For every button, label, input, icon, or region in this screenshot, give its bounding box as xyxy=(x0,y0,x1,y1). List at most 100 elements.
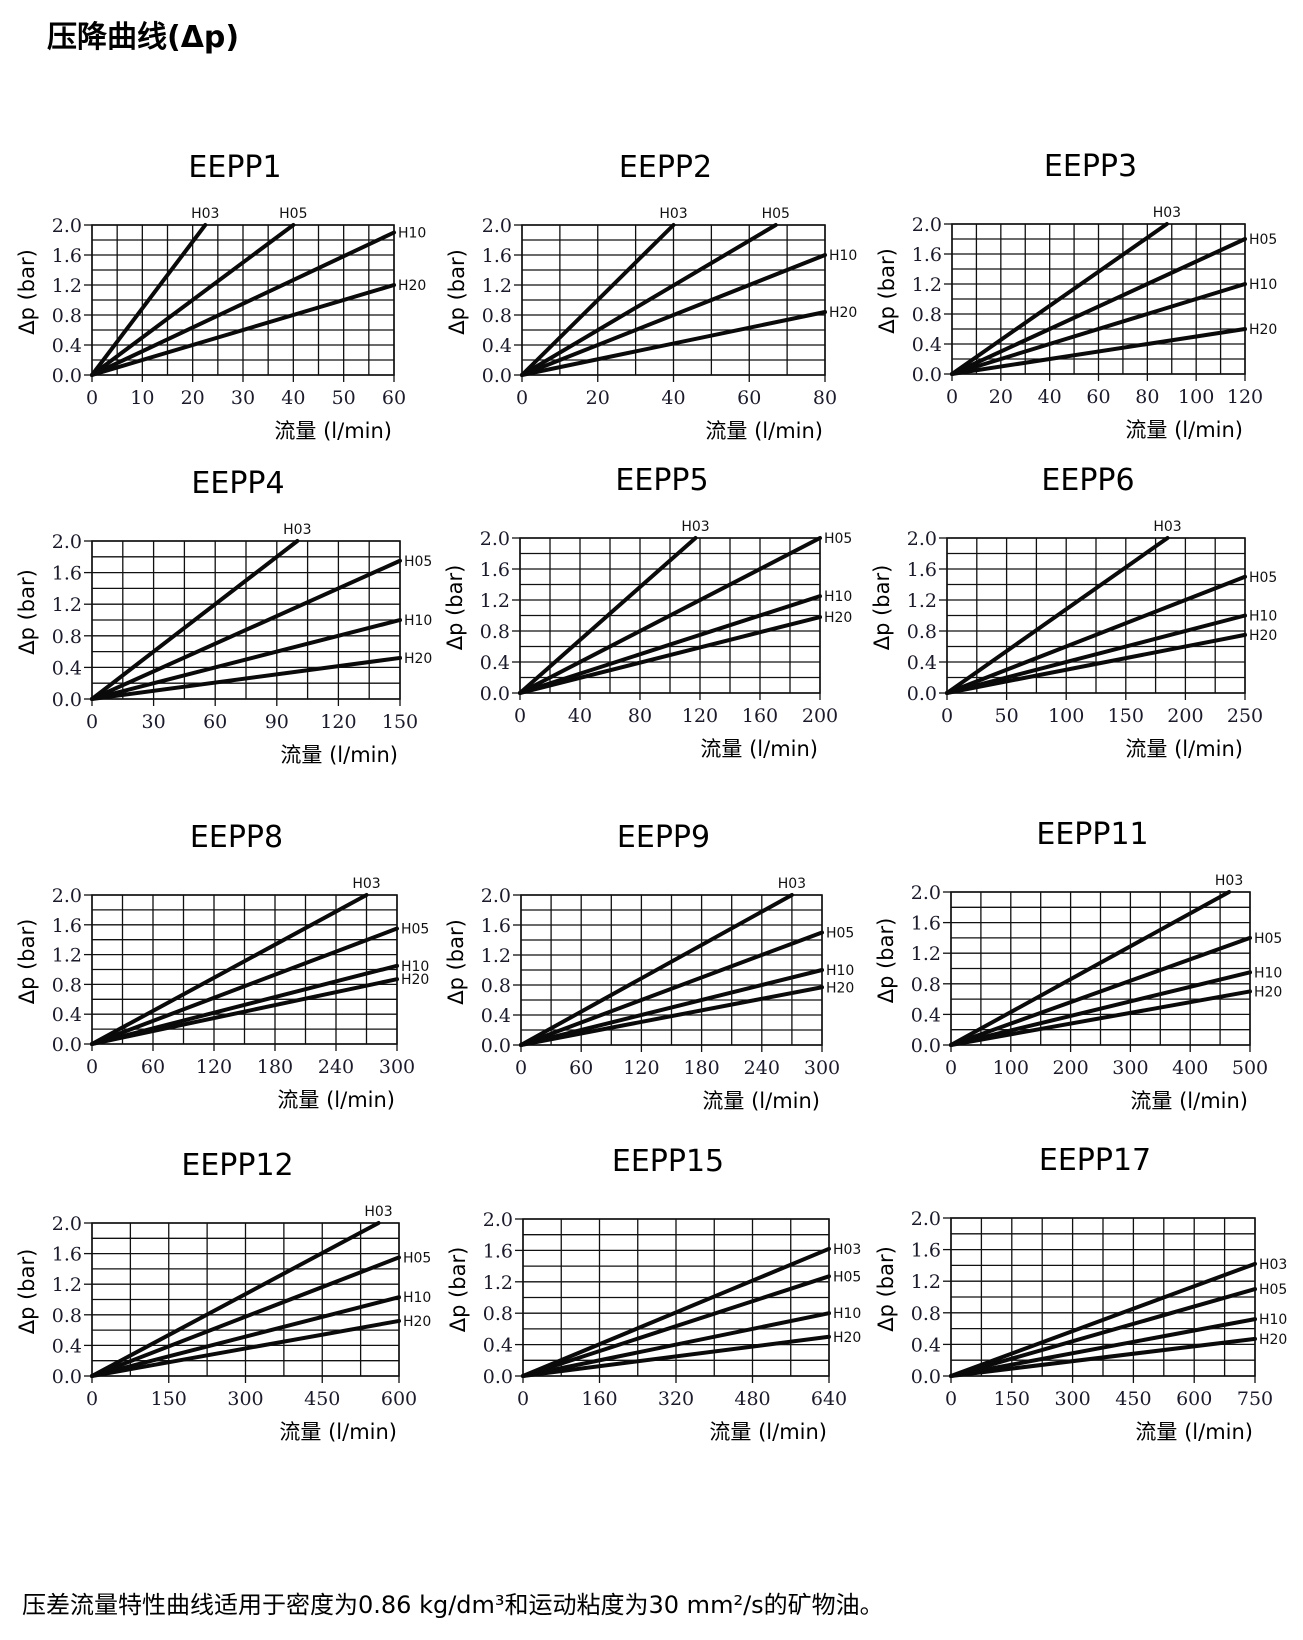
chart-title: EEPP3 xyxy=(1044,149,1137,184)
x-axis-label: 流量 (l/min) xyxy=(1125,737,1243,761)
chart-eepp9: EEPP9 0.0 0.4 0.8 1.2 1.6 2.0 0 60 120 180 240 300 流量… xyxy=(444,820,854,1113)
series-label: H03 xyxy=(364,1204,392,1220)
y-tick-label: 1.2 xyxy=(911,1271,941,1293)
series-label: H20 xyxy=(1259,1332,1287,1348)
series-line-h20 xyxy=(90,1318,401,1378)
x-tick-label: 60 xyxy=(203,711,227,733)
plot-frame xyxy=(91,894,398,1045)
y-tick-label: 0.0 xyxy=(483,1366,513,1388)
y-axis-label: Δp (bar) xyxy=(445,249,469,335)
x-tick-label: 30 xyxy=(142,711,166,733)
y-tick-label: 0.8 xyxy=(480,621,510,643)
page-title: 压降曲线(Δp) xyxy=(47,20,240,55)
x-tick-label: 10 xyxy=(130,387,154,409)
series-label: H03 xyxy=(659,206,687,222)
y-tick-label: 0.4 xyxy=(52,1335,82,1357)
x-tick-label: 100 xyxy=(1178,386,1214,408)
series-label: H10 xyxy=(833,1306,861,1322)
y-tick-label: 1.2 xyxy=(481,945,511,967)
y-tick-label: 1.2 xyxy=(480,590,510,612)
x-axis-label: 流量 (l/min) xyxy=(702,1089,820,1113)
series-label: H03 xyxy=(1215,873,1243,889)
series-label: H03 xyxy=(283,522,311,538)
x-tick-label: 300 xyxy=(227,1388,263,1410)
series-label: H10 xyxy=(401,959,429,975)
y-axis-label: Δp (bar) xyxy=(15,919,39,1005)
x-axis-label: 流量 (l/min) xyxy=(700,737,818,761)
chart-eepp12: EEPP12 0.0 0.4 0.8 1.2 1.6 2.0 0 150 300 450 600 流量 … xyxy=(15,1148,431,1444)
series-line-h10 xyxy=(90,963,399,1046)
series-line-h03 xyxy=(945,536,1170,695)
series-line-h03 xyxy=(520,223,676,377)
y-tick-label: 2.0 xyxy=(481,885,511,907)
series-line-h20 xyxy=(949,1336,1257,1378)
y-tick-label: 1.6 xyxy=(482,245,512,267)
x-tick-label: 20 xyxy=(989,386,1013,408)
y-tick-label: 0.8 xyxy=(912,304,942,326)
plot-frame xyxy=(950,891,1251,1046)
y-tick-label: 1.2 xyxy=(52,945,82,967)
x-tick-label: 60 xyxy=(737,387,761,409)
chart-eepp2: EEPP2 0.0 0.4 0.8 1.2 1.6 2.0 0 20 40 60 80 流量 (l/mi… xyxy=(445,150,857,443)
series-line-h10 xyxy=(90,618,402,701)
y-tick-label: 0.8 xyxy=(52,626,82,648)
x-tick-label: 120 xyxy=(320,711,356,733)
chart-eepp15: EEPP15 0.0 0.4 0.8 1.2 1.6 2.0 0 160 320 480 640 流量 … xyxy=(446,1144,861,1444)
x-tick-label: 0 xyxy=(516,387,528,409)
series-line-h05 xyxy=(90,1255,401,1378)
y-tick-label: 1.6 xyxy=(52,1244,82,1266)
chart-title: EEPP9 xyxy=(617,820,710,855)
x-tick-label: 0 xyxy=(514,705,526,727)
series-line-h05 xyxy=(90,558,402,701)
y-tick-label: 1.2 xyxy=(911,943,941,965)
x-tick-label: 750 xyxy=(1237,1388,1273,1410)
y-tick-label: 0.4 xyxy=(52,1004,82,1026)
x-tick-label: 40 xyxy=(568,705,592,727)
y-tick-label: 0.0 xyxy=(481,1035,511,1057)
series-label: H03 xyxy=(1153,519,1181,535)
x-tick-label: 0 xyxy=(86,387,98,409)
x-tick-label: 300 xyxy=(804,1057,840,1079)
x-tick-label: 120 xyxy=(682,705,718,727)
series-line-h03 xyxy=(521,1246,831,1378)
y-tick-label: 0.0 xyxy=(52,689,82,711)
chart-eepp4: EEPP4 0.0 0.4 0.8 1.2 1.6 2.0 0 30 60 90 120 150 流量 (… xyxy=(15,466,432,767)
x-tick-label: 0 xyxy=(86,1388,98,1410)
chart-eepp1: EEPP1 0.0 0.4 0.8 1.2 1.6 2.0 0 10 20 30 40 50 60 流量 (… xyxy=(15,150,426,443)
series-line-h05 xyxy=(90,223,296,377)
x-tick-label: 60 xyxy=(382,387,406,409)
x-tick-label: 180 xyxy=(257,1056,293,1078)
x-tick-label: 30 xyxy=(231,387,255,409)
x-tick-label: 80 xyxy=(813,387,837,409)
x-tick-label: 200 xyxy=(802,705,838,727)
y-tick-label: 1.6 xyxy=(907,559,937,581)
series-line-h10 xyxy=(519,968,824,1047)
series-label: H10 xyxy=(1254,965,1282,981)
y-tick-label: 2.0 xyxy=(52,885,82,907)
x-tick-label: 100 xyxy=(993,1057,1029,1079)
series-line-h03 xyxy=(90,223,208,377)
series-line-h10 xyxy=(949,970,1252,1047)
series-line-h05 xyxy=(519,930,824,1047)
y-tick-label: 1.2 xyxy=(912,274,942,296)
series-line-h20 xyxy=(90,655,402,701)
series-line-h10 xyxy=(945,613,1247,695)
x-axis-label: 流量 (l/min) xyxy=(274,419,392,443)
y-tick-label: 0.4 xyxy=(481,1005,511,1027)
y-tick-label: 0.4 xyxy=(52,657,82,679)
y-tick-label: 0.4 xyxy=(911,1004,941,1026)
series-label: H10 xyxy=(1249,277,1277,293)
series-line-h05 xyxy=(945,574,1247,695)
series-label: H05 xyxy=(1254,931,1282,947)
x-tick-label: 0 xyxy=(515,1057,527,1079)
chart-eepp8: EEPP8 0.0 0.4 0.8 1.2 1.6 2.0 0 60 120 180 240 300 流量… xyxy=(15,820,429,1112)
y-tick-label: 0.0 xyxy=(907,683,937,705)
series-label: H10 xyxy=(824,589,852,605)
y-tick-label: 2.0 xyxy=(52,531,82,553)
x-tick-label: 500 xyxy=(1232,1057,1268,1079)
chart-title: EEPP8 xyxy=(190,820,283,855)
y-tick-label: 0.0 xyxy=(912,364,942,386)
y-tick-label: 0.4 xyxy=(911,1334,941,1356)
chart-title: EEPP11 xyxy=(1036,817,1148,852)
y-tick-label: 0.4 xyxy=(483,1335,513,1357)
